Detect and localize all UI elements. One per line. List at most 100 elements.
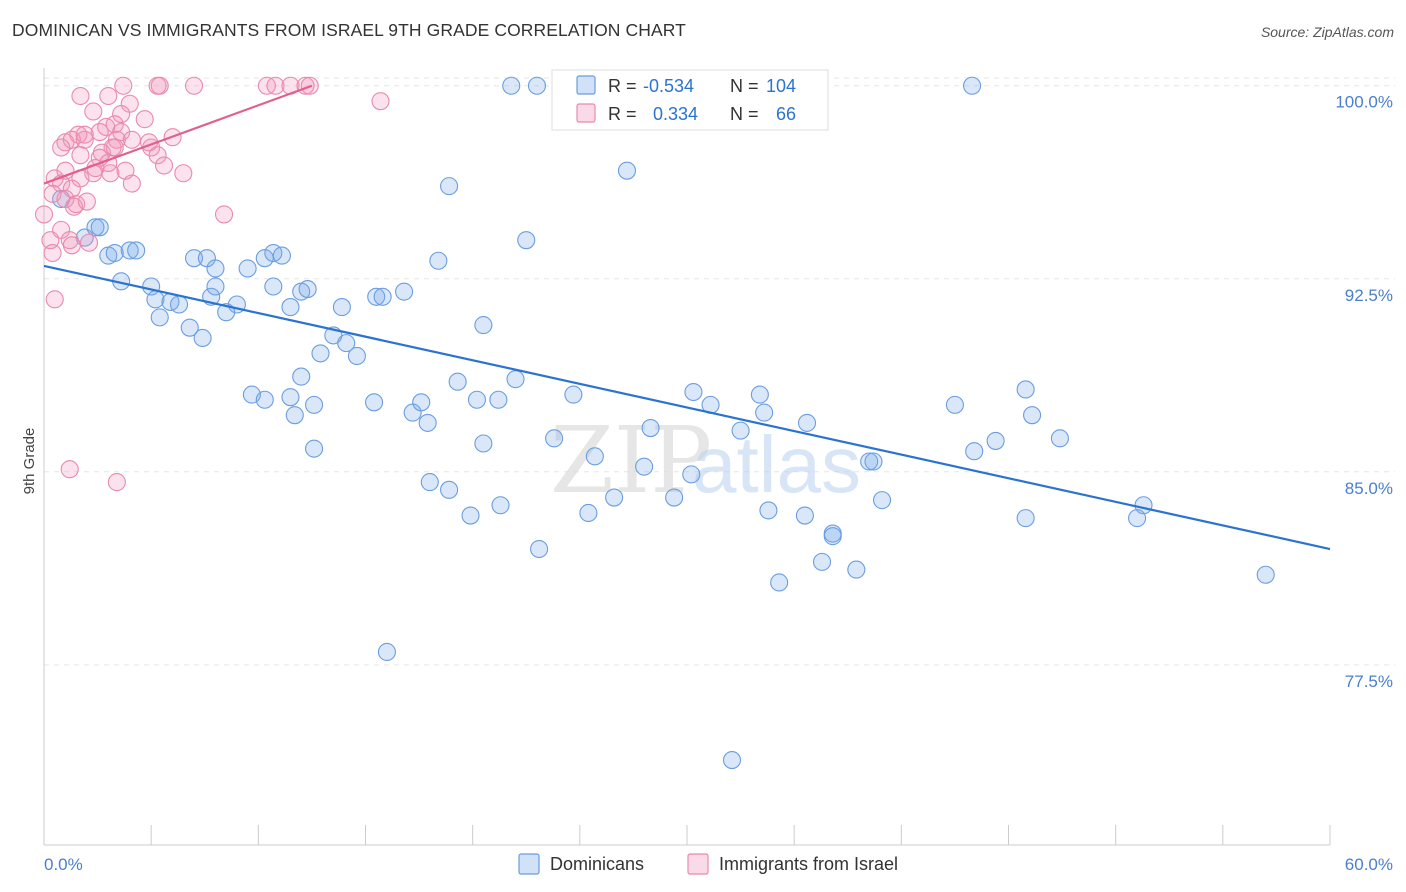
dominicans-point	[337, 334, 356, 353]
dominicans-point	[731, 421, 750, 440]
dominicans-point	[986, 431, 1005, 450]
israel-point	[67, 195, 86, 214]
israel-point	[122, 130, 141, 149]
dominicans-point	[963, 76, 982, 95]
dominicans-point	[823, 527, 842, 546]
dominicans-point	[684, 382, 703, 402]
dominicans-point	[332, 298, 351, 317]
legend-label-israel: Immigrants from Israel	[719, 854, 898, 874]
legend-swatch-dominicans	[518, 853, 540, 875]
israel-point	[122, 174, 141, 193]
dominicans-point	[579, 503, 598, 523]
dominicans-point	[420, 473, 439, 492]
dominicans-point	[146, 290, 165, 309]
dominicans-points	[52, 76, 1275, 770]
y-tick-label: 85.0%	[1345, 479, 1393, 498]
dominicans-point	[412, 393, 431, 412]
dominicans-point	[272, 246, 291, 265]
legend-swatch-israel	[687, 853, 709, 875]
dominicans-point	[759, 501, 778, 520]
dominicans-point	[585, 447, 604, 466]
dominicans-point	[373, 287, 392, 306]
israel-point	[52, 138, 71, 157]
stats-r-value-pink: 0.334	[653, 104, 698, 124]
dominicans-point	[467, 390, 487, 409]
dominicans-point	[605, 488, 624, 507]
dominicans-point	[255, 390, 274, 409]
dominicans-point	[1016, 509, 1035, 528]
dominicans-point	[755, 403, 774, 422]
stats-swatch-blue	[576, 75, 596, 95]
dominicans-point	[506, 370, 525, 389]
trend-lines	[43, 84, 1331, 551]
dominicans-point	[864, 452, 883, 471]
israel-point	[77, 192, 96, 211]
dominicans-point	[1023, 406, 1042, 425]
israel-points	[34, 76, 390, 492]
israel-point	[184, 76, 204, 95]
y-axis-label: 9th Grade	[21, 428, 38, 495]
israel-point	[154, 156, 174, 175]
dominicans-point	[564, 385, 583, 404]
stats-legend: R = -0.534 N = 104 R = 0.334 N = 66	[551, 69, 829, 131]
dominicans-point	[722, 751, 742, 770]
x-tick-label: 0.0%	[44, 855, 83, 874]
dominicans-point	[1016, 380, 1035, 399]
dominicans-point	[311, 344, 330, 363]
dominicans-point	[105, 243, 124, 263]
dominicans-point	[377, 642, 396, 662]
dominicans-trend-line	[43, 264, 1331, 551]
dominicans-point	[527, 76, 547, 95]
israel-point	[105, 138, 124, 157]
dominicans-point	[461, 506, 480, 525]
israel-point	[114, 76, 133, 95]
dominicans-point	[193, 328, 212, 348]
dominicans-point	[474, 434, 493, 453]
dominicans-point	[545, 429, 564, 448]
dominicans-point	[292, 367, 311, 386]
israel-point	[99, 86, 118, 106]
dominicans-point	[491, 496, 510, 515]
dominicans-point	[474, 316, 493, 335]
israel-point	[148, 146, 167, 165]
dominicans-point	[1256, 565, 1275, 584]
dominicans-point	[1128, 509, 1147, 528]
dominicans-point	[682, 465, 701, 484]
israel-point	[214, 205, 234, 224]
dominicans-point	[120, 241, 139, 260]
dominicans-point	[418, 413, 437, 432]
stats-r-label-pink: R =	[608, 104, 637, 124]
y-tick-label: 92.5%	[1345, 286, 1393, 305]
dominicans-point	[440, 480, 459, 499]
y-tick-label: 100.0%	[1335, 93, 1393, 112]
dominicans-point	[489, 390, 508, 409]
stats-n-label-blue: N =	[730, 76, 759, 96]
dominicans-point	[872, 491, 892, 510]
dominicans-point	[665, 488, 684, 507]
israel-point	[112, 104, 131, 124]
dominicans-point	[238, 259, 257, 278]
stats-swatch-pink	[576, 103, 596, 123]
israel-point	[43, 243, 62, 263]
dominicans-point	[367, 287, 386, 306]
dominicans-point	[169, 295, 189, 314]
axes: 77.5% 85.0% 92.5% 100.0% 0.0% 60.0%	[43, 68, 1393, 874]
dominicans-point	[281, 388, 300, 407]
gridlines	[44, 77, 1395, 666]
dominicans-point	[150, 308, 169, 327]
dominicans-point	[812, 552, 832, 571]
stats-r-value-blue: -0.534	[643, 76, 694, 96]
series-legend: Dominicans Immigrants from Israel	[518, 853, 898, 875]
israel-trend-line	[43, 84, 313, 185]
dominicans-point	[264, 277, 283, 296]
dominicans-point	[770, 573, 789, 592]
source-label: Source: ZipAtlas.com	[1260, 24, 1394, 40]
israel-point	[150, 76, 169, 95]
dominicans-point	[502, 76, 521, 95]
dominicans-point	[440, 177, 459, 196]
legend-label-dominicans: Dominicans	[550, 854, 644, 874]
dominicans-point	[517, 231, 536, 250]
dominicans-point	[180, 318, 199, 337]
dominicans-point	[847, 560, 866, 579]
